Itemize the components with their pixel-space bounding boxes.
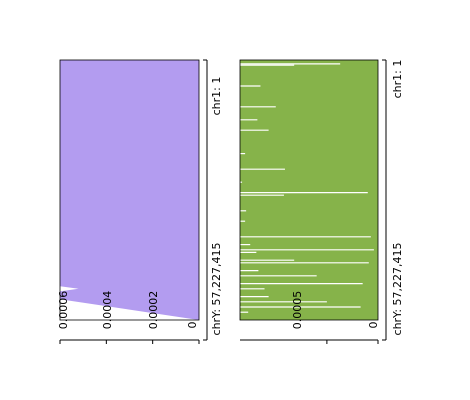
genome-end-label: chrY: 57,227,415: [210, 243, 223, 336]
value-tick-label: 0: [367, 322, 380, 329]
genome-start-label: chr1: 1: [210, 77, 223, 116]
value-tick-label: 0: [186, 322, 199, 329]
coverage-bars: [240, 60, 378, 320]
value-tick-label: 0.0002: [147, 291, 160, 330]
genome-start-label: chr1: 1: [391, 60, 404, 99]
coverage-bar-panel: chr1: 1 chrY: 57,227,415 0.0005 0: [239, 59, 404, 344]
plot-area: [60, 60, 199, 320]
axes: [239, 59, 387, 344]
coverage-area-panel: chr1: 1 chrY: 57,227,415 0.0006 0.0004 0…: [57, 59, 223, 344]
value-tick-label: 0.0004: [101, 291, 114, 330]
genome-end-label: chrY: 57,227,415: [391, 243, 404, 336]
coverage-area: [60, 60, 199, 320]
plot-frame: [239, 59, 379, 321]
plot-frame: [59, 59, 200, 321]
value-tick-label: 0.0005: [291, 291, 304, 330]
axes: [59, 59, 208, 344]
plot-area: [240, 60, 378, 320]
value-tick-label: 0.0006: [57, 291, 70, 330]
